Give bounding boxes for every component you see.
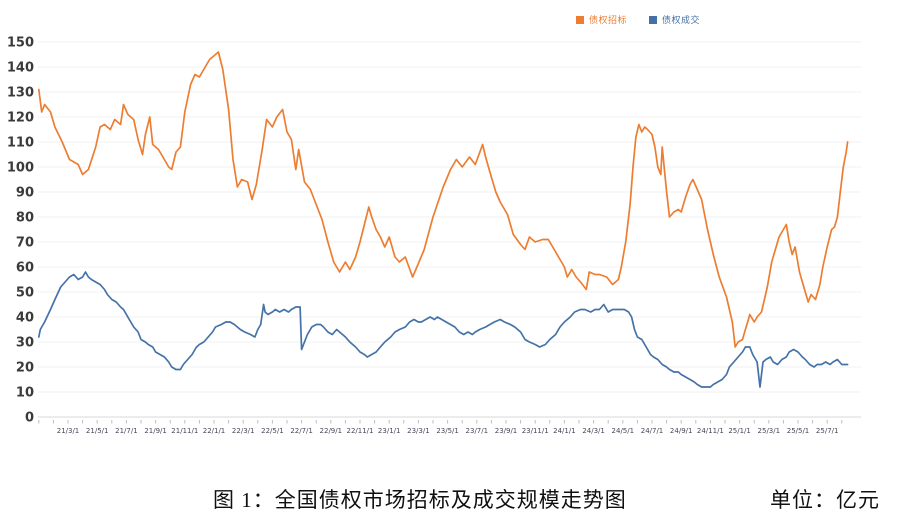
x-tick-label: 24/1/1 xyxy=(553,427,576,435)
x-tick-label: 23/5/1 xyxy=(436,427,459,435)
x-tick-label: 21/9/1 xyxy=(144,427,167,435)
x-tick-label: 24/3/1 xyxy=(582,427,605,435)
x-tick-label: 22/9/1 xyxy=(320,427,343,435)
y-tick-label: 100 xyxy=(7,161,34,176)
x-tick-label: 23/9/1 xyxy=(495,427,518,435)
x-tick-label: 21/3/1 xyxy=(57,427,80,435)
x-tick-label: 22/11/1 xyxy=(347,427,374,435)
x-tick-label: 23/3/1 xyxy=(407,427,430,435)
x-tick-label: 24/11/1 xyxy=(697,427,724,435)
legend-item-deal: 债权成交 xyxy=(649,13,700,26)
x-tick-label: 22/1/1 xyxy=(203,427,226,435)
x-tick-label: 21/5/1 xyxy=(86,427,109,435)
y-tick-label: 40 xyxy=(16,311,34,326)
x-tick-label: 23/11/1 xyxy=(522,427,549,435)
y-tick-label: 120 xyxy=(7,111,34,126)
series-line-债权招标 xyxy=(37,51,849,348)
y-tick-label: 140 xyxy=(7,61,34,76)
legend-item-bidding: 债权招标 xyxy=(576,13,627,26)
y-tick-label: 130 xyxy=(7,86,34,101)
y-tick-label: 0 xyxy=(25,411,34,426)
legend-label-bidding: 债权招标 xyxy=(589,16,628,26)
series-line-债权成交 xyxy=(37,271,849,388)
x-tick-label: 24/9/1 xyxy=(670,427,693,435)
y-tick-label: 70 xyxy=(16,236,34,251)
x-tick-label: 21/11/1 xyxy=(171,427,198,435)
x-tick-label: 24/5/1 xyxy=(612,427,635,435)
caption-row: 图 1：全国债权市场招标及成交规模走势图 单位：亿元 xyxy=(0,484,900,516)
x-tick-label: 23/1/1 xyxy=(378,427,401,435)
y-tick-label: 20 xyxy=(16,361,34,376)
x-tick-label: 22/7/1 xyxy=(290,427,313,435)
x-tick-label: 24/7/1 xyxy=(641,427,664,435)
trend-chart-canvas: 0 10 20 30 40 50 60 70 80 90 100 110 120 130 140 150 21/… xyxy=(7,36,862,435)
legend-swatch-deal-icon xyxy=(649,15,658,24)
x-tick-label: 25/7/1 xyxy=(816,427,839,435)
y-tick-label: 90 xyxy=(16,186,34,201)
y-tick-label: 50 xyxy=(16,286,34,301)
x-tick-label: 25/1/1 xyxy=(728,427,751,435)
y-tick-label: 30 xyxy=(16,336,34,351)
x-tick-label: 22/5/1 xyxy=(261,427,284,435)
legend-label-deal: 债权成交 xyxy=(662,16,701,26)
y-tick-label: 110 xyxy=(7,136,34,151)
chart-legend: 债权招标 债权成交 xyxy=(576,13,700,26)
figure-title: 图 1：全国债权市场招标及成交规模走势图 xyxy=(213,488,627,512)
y-tick-label: 60 xyxy=(16,261,34,276)
y-tick-label: 10 xyxy=(16,386,34,401)
y-tick-label: 80 xyxy=(16,211,34,226)
x-tick-label: 21/7/1 xyxy=(115,427,138,435)
legend-swatch-bidding-icon xyxy=(576,15,584,24)
x-tick-label: 23/7/1 xyxy=(466,427,489,435)
x-tick-label: 25/5/1 xyxy=(787,427,810,435)
y-tick-label: 150 xyxy=(7,36,34,51)
x-tick-label: 25/3/1 xyxy=(758,427,781,435)
x-tick-label: 22/3/1 xyxy=(232,427,255,435)
unit-label: 单位：亿元 xyxy=(770,488,880,512)
